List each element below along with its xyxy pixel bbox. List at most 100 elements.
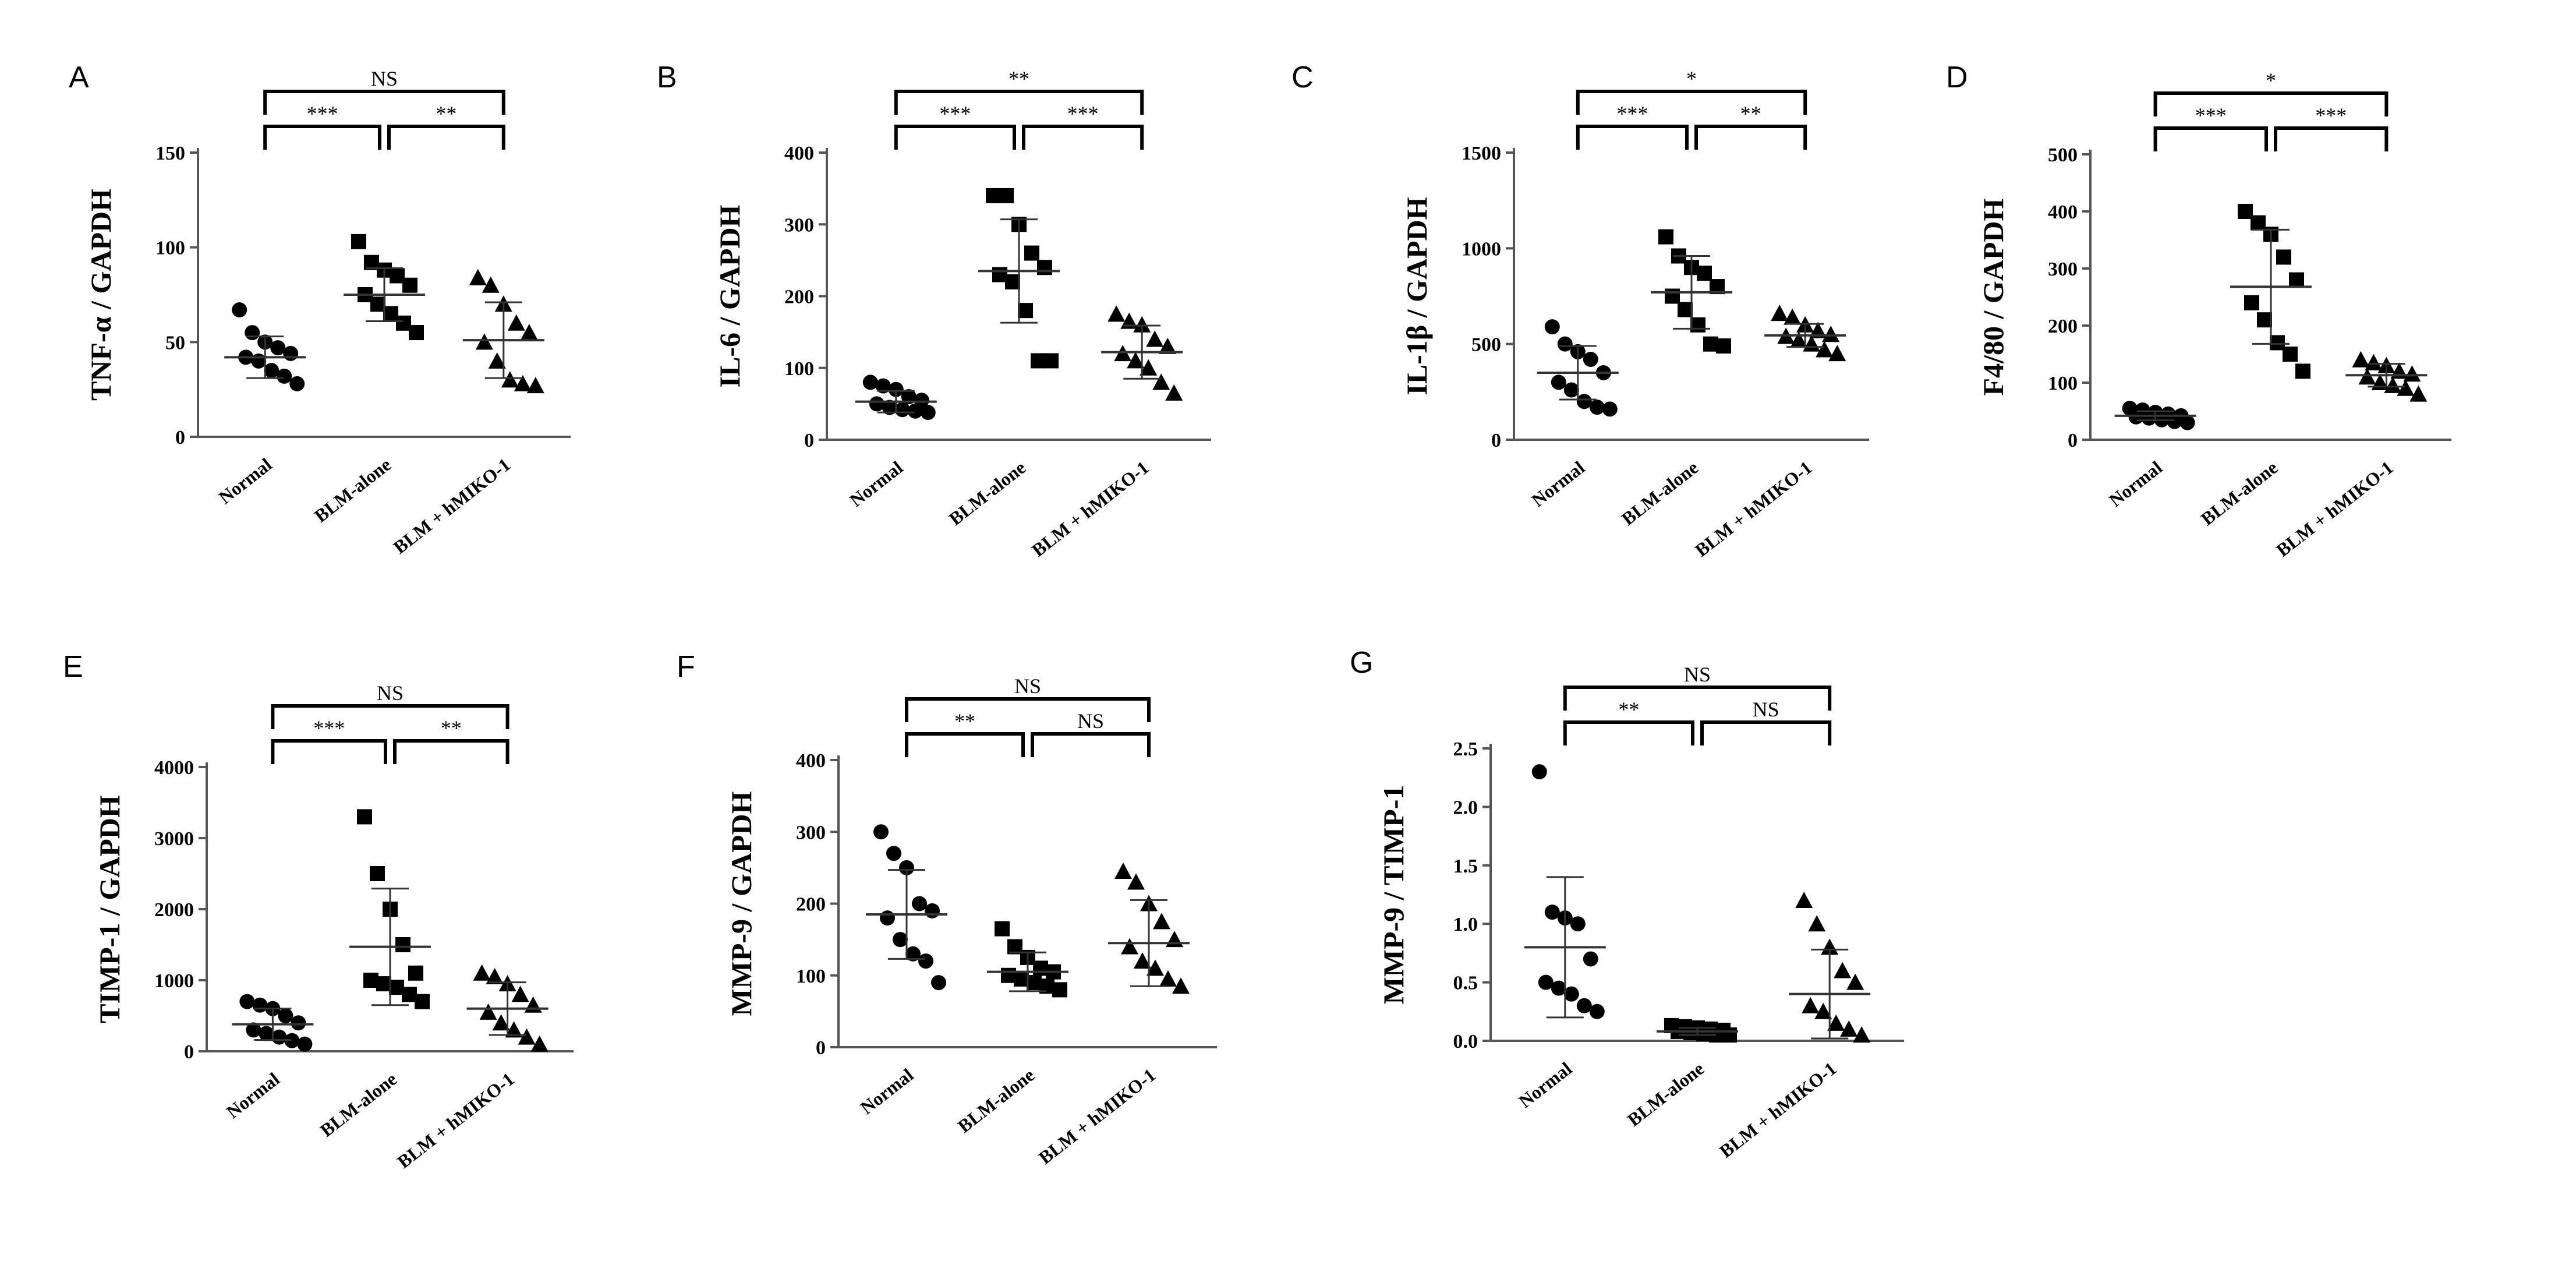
data-point: [986, 188, 1001, 203]
data-point: [2141, 410, 2157, 426]
data-point: [2179, 415, 2195, 430]
data-point: [862, 375, 878, 390]
series-3: [462, 268, 544, 394]
panel-A: A 0 50 100 150 TNF-α / GAPDH Normal BLM-aloneBL…: [69, 61, 571, 558]
data-point: [1165, 384, 1183, 401]
y-tick-label: 1.0: [1453, 914, 1478, 935]
data-point: [888, 381, 904, 397]
data-point: [291, 1015, 306, 1031]
data-point: [1033, 960, 1048, 976]
data-point: [1790, 331, 1808, 348]
x-category-label: BLM + hMIKO-1: [393, 1068, 518, 1172]
x-category-label: Normal: [857, 1064, 918, 1118]
data-point: [479, 1003, 497, 1020]
series-2: [978, 188, 1060, 369]
data-point: [1697, 266, 1712, 281]
y-tick-label: 2.0: [1453, 797, 1478, 818]
data-point: [1814, 1002, 1832, 1019]
data-point: [518, 1028, 536, 1045]
data-point: [1834, 962, 1852, 978]
data-point: [1551, 980, 1566, 996]
y-tick-label: 400: [784, 143, 814, 164]
data-point: [376, 976, 391, 992]
data-point: [252, 997, 268, 1013]
x-category-label: Normal: [215, 454, 276, 508]
series-2: [987, 921, 1068, 998]
data-point: [370, 296, 385, 312]
y-tick-label: 0: [184, 1041, 194, 1063]
series-3: [1108, 863, 1190, 994]
panel-C: C 0 500 1000 1500 IL-1β / GAPDH Normal BLM-alon…: [1291, 61, 1869, 561]
y-tick-label: 1000: [154, 970, 194, 992]
data-point: [2283, 347, 2298, 362]
y-tick-label: 200: [784, 287, 814, 308]
data-point: [415, 994, 430, 1009]
y-tick-label: 100: [155, 238, 185, 259]
data-point: [907, 403, 923, 419]
panel-letter: B: [657, 61, 677, 94]
data-point: [880, 910, 895, 926]
data-point: [1018, 303, 1033, 319]
data-point: [882, 400, 897, 415]
data-point: [886, 846, 901, 861]
data-point: [1853, 1026, 1871, 1043]
x-category-label: BLM + hMIKO-1: [1715, 1058, 1840, 1162]
y-tick-label: 0: [2068, 430, 2078, 451]
data-point: [1795, 892, 1813, 909]
data-point: [2257, 312, 2272, 328]
significance-bracket: **: [894, 67, 1144, 115]
data-point: [1107, 305, 1126, 322]
data-point: [284, 1033, 300, 1048]
data-point: [1808, 915, 1826, 932]
data-point: [246, 1022, 261, 1038]
x-category-label: BLM + hMIKO-1: [390, 454, 514, 558]
significance-bracket: **: [905, 709, 1025, 757]
data-point: [2409, 385, 2428, 402]
y-axis-label: TNF-α / GAPDH: [84, 189, 117, 401]
significance-label: NS: [1684, 663, 1711, 686]
significance-label: *: [2266, 69, 2276, 92]
significance-label: **: [1618, 698, 1639, 721]
data-point: [2244, 295, 2259, 310]
x-category-label: Normal: [1515, 1058, 1576, 1112]
x-category-label: BLM + hMIKO-1: [1691, 457, 1816, 561]
significance-bracket: *: [1576, 67, 1807, 115]
data-point: [1665, 288, 1680, 304]
data-point: [1544, 319, 1560, 335]
data-point: [1583, 351, 1598, 367]
data-point: [931, 975, 946, 991]
data-point: [1024, 245, 1039, 261]
significance-bracket: ***: [1022, 102, 1144, 150]
data-point: [925, 903, 940, 918]
data-point: [918, 953, 933, 969]
data-point: [1678, 302, 1693, 317]
data-point: [1121, 938, 1138, 955]
data-point: [1840, 1020, 1858, 1037]
data-point: [2167, 414, 2182, 429]
data-point: [1159, 337, 1177, 354]
y-tick-label: 3000: [154, 828, 194, 850]
significance-label: **: [436, 102, 457, 125]
data-point: [1043, 353, 1059, 369]
data-point: [402, 987, 417, 1002]
data-point: [1576, 394, 1592, 409]
data-point: [1827, 1014, 1845, 1031]
data-point: [899, 860, 914, 875]
panel-letter: E: [63, 650, 83, 684]
data-point: [1531, 764, 1547, 780]
y-axis-label: F4/80 / GAPDH: [1977, 198, 2009, 395]
y-tick-label: 100: [784, 358, 814, 380]
data-point: [526, 377, 544, 394]
data-point: [1589, 400, 1605, 415]
y-tick-label: 500: [2048, 144, 2078, 166]
data-point: [1570, 916, 1586, 932]
data-point: [999, 188, 1014, 203]
series-1: [1537, 319, 1619, 417]
data-point: [1152, 373, 1170, 390]
data-point: [486, 967, 504, 984]
significance-label: ***: [2195, 104, 2227, 127]
data-point: [1563, 986, 1579, 1002]
data-point: [1822, 326, 1840, 342]
data-point: [357, 809, 372, 825]
